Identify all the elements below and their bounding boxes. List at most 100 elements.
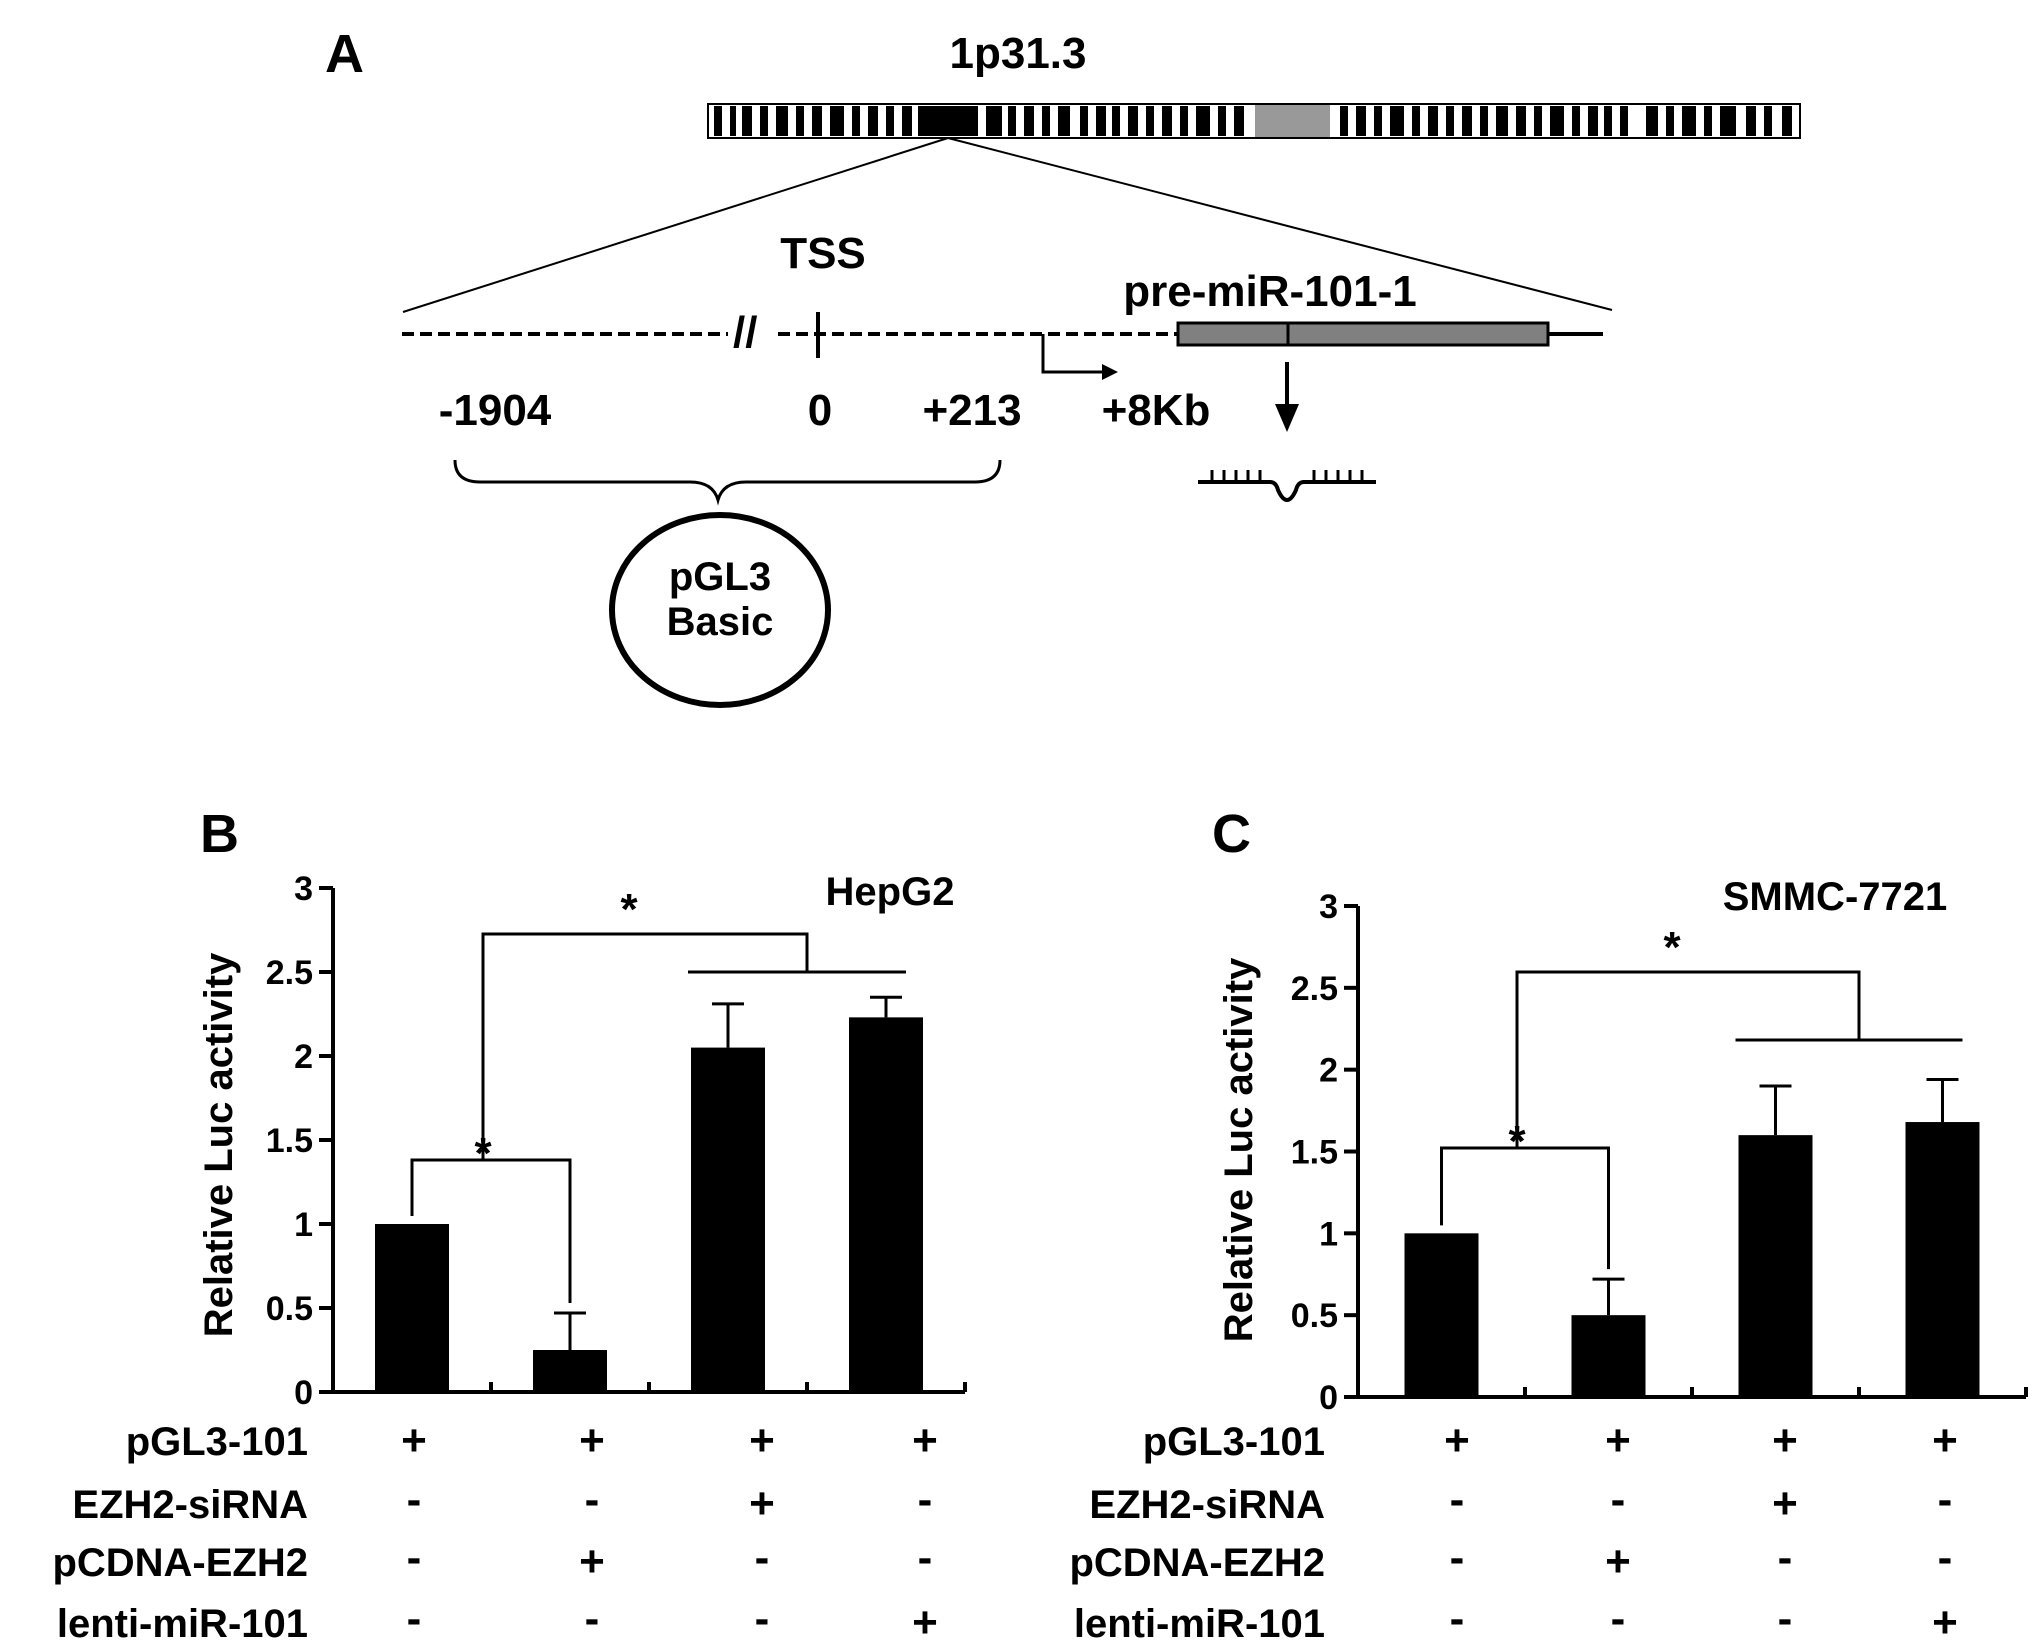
y-tick-label: 1	[1319, 1215, 1338, 1253]
condition-symbol: +	[1605, 1416, 1631, 1465]
chromosome-band	[1080, 106, 1088, 136]
condition-row-label: pCDNA-EZH2	[1069, 1541, 1325, 1585]
panel-b-letter: B	[200, 804, 239, 864]
chromosome-band	[1462, 106, 1472, 136]
condition-symbol: -	[1778, 1533, 1793, 1582]
plasmid-label-line1: pGL3	[669, 555, 771, 599]
hairpin-icon	[1198, 470, 1376, 502]
chromosome-band	[1008, 106, 1016, 136]
plasmid-label-line2: Basic	[667, 600, 774, 644]
pre-mir-gene-box	[1176, 321, 1550, 347]
condition-symbol: +	[1932, 1416, 1958, 1465]
panel-a-letter: A	[325, 24, 364, 84]
pre-mir-label: pre-miR-101-1	[1123, 267, 1416, 316]
chromosome-band	[730, 106, 736, 136]
condition-symbol: +	[401, 1416, 427, 1465]
bar	[1571, 1315, 1646, 1397]
condition-symbol: -	[1611, 1594, 1626, 1643]
bar	[691, 1047, 765, 1392]
condition-row-label: pGL3-101	[126, 1420, 308, 1464]
condition-symbol: +	[749, 1479, 775, 1528]
position-label: +213	[922, 386, 1021, 435]
condition-symbol: -	[1450, 1594, 1465, 1643]
chromosome-band	[1374, 106, 1382, 136]
promoter-brace	[453, 459, 1002, 506]
condition-symbol: +	[579, 1416, 605, 1465]
chromosome-band	[1746, 106, 1756, 136]
chromosome-band	[1534, 106, 1542, 136]
condition-symbol: +	[912, 1416, 938, 1465]
chromosome-band-label: 1p31.3	[950, 29, 1087, 78]
chromosome-band	[886, 106, 894, 136]
condition-symbol: -	[1611, 1475, 1626, 1524]
panel-c-letter: C	[1212, 804, 1251, 864]
condition-symbol: -	[918, 1533, 933, 1582]
condition-symbol: -	[585, 1475, 600, 1524]
processing-arrowhead	[1275, 404, 1299, 432]
chromosome-band	[1112, 106, 1120, 136]
condition-symbol: +	[1605, 1537, 1631, 1586]
chromosome-band	[1196, 106, 1210, 136]
chromosome-band	[1428, 106, 1438, 136]
cell-line-label: SMMC-7721	[1723, 875, 1948, 919]
chromosome-band	[714, 106, 722, 136]
zoom-line-left	[402, 137, 949, 313]
bar	[533, 1350, 607, 1392]
position-label: 0	[808, 386, 832, 435]
condition-row-label: pCDNA-EZH2	[52, 1541, 308, 1585]
significance-bracket	[481, 932, 809, 1160]
chromosome-band	[1782, 106, 1792, 136]
chromosome-band	[1128, 106, 1138, 136]
chromosome-band	[812, 106, 822, 136]
y-tick-label: 3	[294, 870, 313, 908]
condition-symbol: +	[1772, 1479, 1798, 1528]
significance-bracket	[410, 1158, 572, 1304]
y-axis-label: Relative Luc activity	[197, 952, 241, 1337]
chromosome-band	[1496, 106, 1508, 136]
y-tick-label: 0.5	[266, 1290, 313, 1328]
condition-symbol: -	[407, 1533, 422, 1582]
panel-a: A 1p31.3 // TSS pre-miR-101-1	[325, 24, 1801, 708]
plasmid-circle	[609, 512, 831, 708]
condition-symbol: +	[1772, 1416, 1798, 1465]
tss-label: TSS	[780, 229, 866, 278]
chromosome-band	[1572, 106, 1580, 136]
bar	[1404, 1233, 1479, 1397]
chromosome-band	[1390, 106, 1404, 136]
position-label: -1904	[439, 386, 552, 435]
y-tick-label: 3	[1319, 888, 1338, 926]
chromosome-band	[1720, 106, 1736, 136]
significance-bracket	[1515, 970, 1861, 1148]
chromosome-band	[1218, 106, 1226, 136]
chromosome-band	[1356, 106, 1366, 136]
condition-symbol: +	[579, 1537, 605, 1586]
bar	[849, 1017, 923, 1392]
break-mark: //	[733, 308, 757, 357]
chromosome-band	[1480, 106, 1488, 136]
condition-table-b: pGL3-101 + + + + EZH2-siRNA - - + - pCDNA-EZH2 - + - -…	[52, 1416, 937, 1647]
chromosome-band	[1412, 106, 1420, 136]
chromosome-band	[1180, 106, 1188, 136]
chromosome-band	[1516, 106, 1526, 136]
chromosome-grey-band	[1255, 105, 1330, 137]
panel-c: C SMMC-7721 Relative Luc activity 0 0.5 1 1…	[1212, 804, 2028, 1417]
chromosome-band	[1646, 106, 1658, 136]
chromosome-band	[1146, 106, 1154, 136]
y-tick-label: 0.5	[1291, 1297, 1338, 1335]
condition-symbol: -	[407, 1594, 422, 1643]
position-label: +8Kb	[1102, 386, 1211, 435]
panel-b: B HepG2 Relative Luc activity 0 0.5 1 1.5 2 2…	[197, 804, 967, 1412]
chromosome-band	[1024, 106, 1034, 136]
condition-symbol: +	[1932, 1598, 1958, 1647]
chromosome-band	[742, 106, 752, 136]
y-tick-label: 2.5	[266, 954, 313, 992]
chromosome-band	[1666, 106, 1674, 136]
bar-chart-hepg2: 00.511.522.53**	[266, 870, 967, 1412]
condition-symbol: -	[1450, 1475, 1465, 1524]
chromosome-band	[868, 106, 878, 136]
transcription-arrow	[1041, 334, 1108, 374]
chromosome-bands	[714, 106, 1792, 136]
y-tick-label: 1.5	[1291, 1134, 1338, 1172]
zoom-line-right	[947, 137, 1613, 311]
chromosome-band	[1042, 106, 1050, 136]
